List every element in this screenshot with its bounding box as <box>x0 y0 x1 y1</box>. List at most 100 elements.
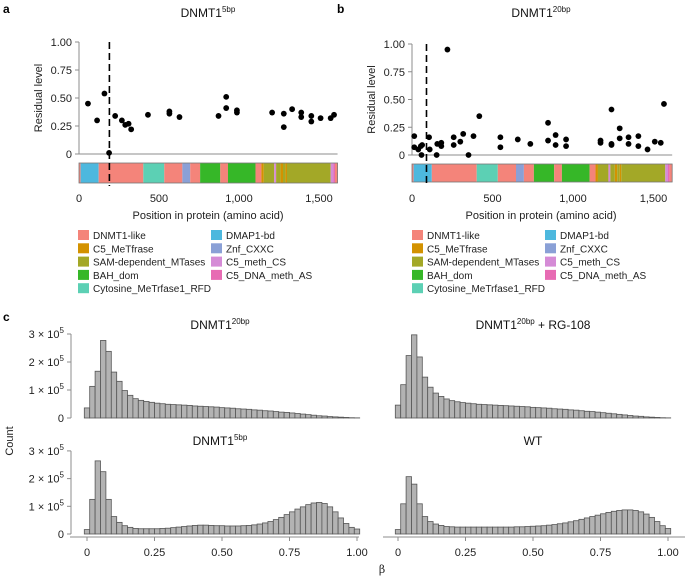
histogram-bar <box>448 526 456 535</box>
histogram-bar <box>316 415 323 419</box>
data-point <box>106 149 112 156</box>
y-tick-label-sup: 5 <box>60 382 65 391</box>
data-point <box>527 141 534 147</box>
legend-label: C5_DNA_meth_AS <box>226 271 312 282</box>
histogram-bar <box>508 526 515 535</box>
histogram-bar <box>562 522 569 535</box>
histogram-title-base: DNMT1 <box>193 434 235 448</box>
histogram-bar <box>659 525 666 535</box>
legend-label: SAM-dependent_MTases <box>427 258 539 269</box>
y-tick-label-base: 1 × 10 <box>29 501 60 513</box>
histogram-bar <box>459 402 466 419</box>
data-point <box>625 141 632 147</box>
data-point <box>608 142 615 148</box>
histogram-title-sup: 5bp <box>234 433 248 442</box>
legend-label: C5_DNA_meth_AS <box>560 271 646 282</box>
histogram-bar <box>427 521 434 535</box>
histogram-bar <box>326 506 334 535</box>
histogram-bar <box>438 525 445 535</box>
histogram-bar <box>529 525 537 535</box>
histogram-bar <box>127 526 134 535</box>
histogram-bar <box>481 404 488 419</box>
histogram-title: WT <box>524 434 543 448</box>
histogram-bar <box>627 415 634 419</box>
domain-segment-dnmt1-like <box>497 164 517 182</box>
y-tick-label-base: 3 × 10 <box>29 329 60 341</box>
y-tick-label: 0.50 <box>51 93 72 105</box>
y-tick-label: 2 × 105 <box>29 354 65 369</box>
histogram-bar <box>605 412 612 419</box>
legend-label: BAH_dom <box>427 271 473 282</box>
legend-swatch-c5_meth_cs <box>211 256 222 267</box>
legend-label: DNMT1-like <box>93 231 146 242</box>
legend-label: DMAP1-bd <box>226 231 275 242</box>
histogram-bar <box>105 498 112 535</box>
histogram-bar <box>186 525 193 535</box>
data-point <box>644 146 651 153</box>
domain-segment-sam-dependent_mtases <box>287 163 331 183</box>
data-point <box>308 113 315 119</box>
legend-label: C5_MeTfrase <box>93 244 154 255</box>
data-point <box>411 133 418 140</box>
histogram-bar <box>299 413 307 419</box>
legend-swatch-c5_dna_meth_as <box>545 269 556 280</box>
y-tick-label-sup: 5 <box>60 443 65 452</box>
histogram-bar <box>416 356 423 419</box>
x-tick-label: 1,000 <box>225 193 253 205</box>
data-point <box>457 138 464 145</box>
histogram-bar <box>100 471 107 535</box>
histogram-bar <box>459 526 466 535</box>
histogram-bar <box>583 410 591 419</box>
histogram-bar <box>208 525 215 535</box>
histogram-bar <box>164 403 172 419</box>
domain-segment-sam-dependent_mtases <box>617 164 620 182</box>
domain-segment-c5_meth_cs <box>608 164 611 182</box>
chart-title-sup: 5bp <box>222 5 236 14</box>
histogram-bar <box>143 401 150 419</box>
data-point <box>497 134 504 141</box>
legend-label: SAM-dependent_MTases <box>93 258 205 269</box>
x-tick-label: 0 <box>84 547 90 559</box>
histogram-bar <box>251 524 258 535</box>
histogram-bar <box>556 523 564 535</box>
histogram-bar <box>600 513 607 535</box>
legend-label: C5_meth_CS <box>226 258 286 269</box>
domain-segment-sam-dependent_mtases <box>276 163 281 183</box>
histogram-bar <box>470 403 477 419</box>
histogram-title-base: DNMT1 <box>190 318 232 332</box>
histogram-bar <box>654 417 661 419</box>
histogram-bar <box>411 483 418 535</box>
domain-segment-cytosine_metrfase1_rfd <box>143 163 165 183</box>
data-point <box>616 135 623 142</box>
legend-swatch-c5_dna_meth_as <box>211 269 222 280</box>
data-point <box>460 131 467 137</box>
histogram-bar <box>137 528 145 535</box>
histogram-bar <box>551 408 558 419</box>
legend-label: Znf_CXXC <box>226 244 274 255</box>
data-point <box>269 109 276 116</box>
domain-segment-dnmt1-like <box>164 163 183 183</box>
histogram-bar <box>148 528 155 535</box>
histogram-bar <box>89 498 96 535</box>
data-point <box>223 105 230 111</box>
y-tick-label: 0.75 <box>51 65 72 77</box>
histogram-bar <box>89 385 96 419</box>
data-point <box>418 152 425 158</box>
data-point <box>616 125 623 132</box>
x-axis-label: Position in protein (amino acid) <box>465 210 616 222</box>
histogram-bar <box>394 404 402 419</box>
histogram-bar <box>421 376 429 419</box>
histogram-bar <box>175 404 182 419</box>
histogram-bar <box>148 401 155 419</box>
histogram-bar <box>454 401 461 419</box>
histogram-bar <box>121 390 128 419</box>
domain-bar-outline <box>411 163 673 183</box>
histogram-bar <box>421 516 429 535</box>
histogram-bar <box>519 406 526 419</box>
histogram-bar <box>164 527 172 535</box>
y-tick-label-sup: 5 <box>60 354 65 363</box>
histogram-bar <box>229 407 236 419</box>
histogram-bar <box>94 370 101 419</box>
legend-label: C5_MeTfrase <box>427 244 488 255</box>
histogram-bar <box>438 396 445 419</box>
